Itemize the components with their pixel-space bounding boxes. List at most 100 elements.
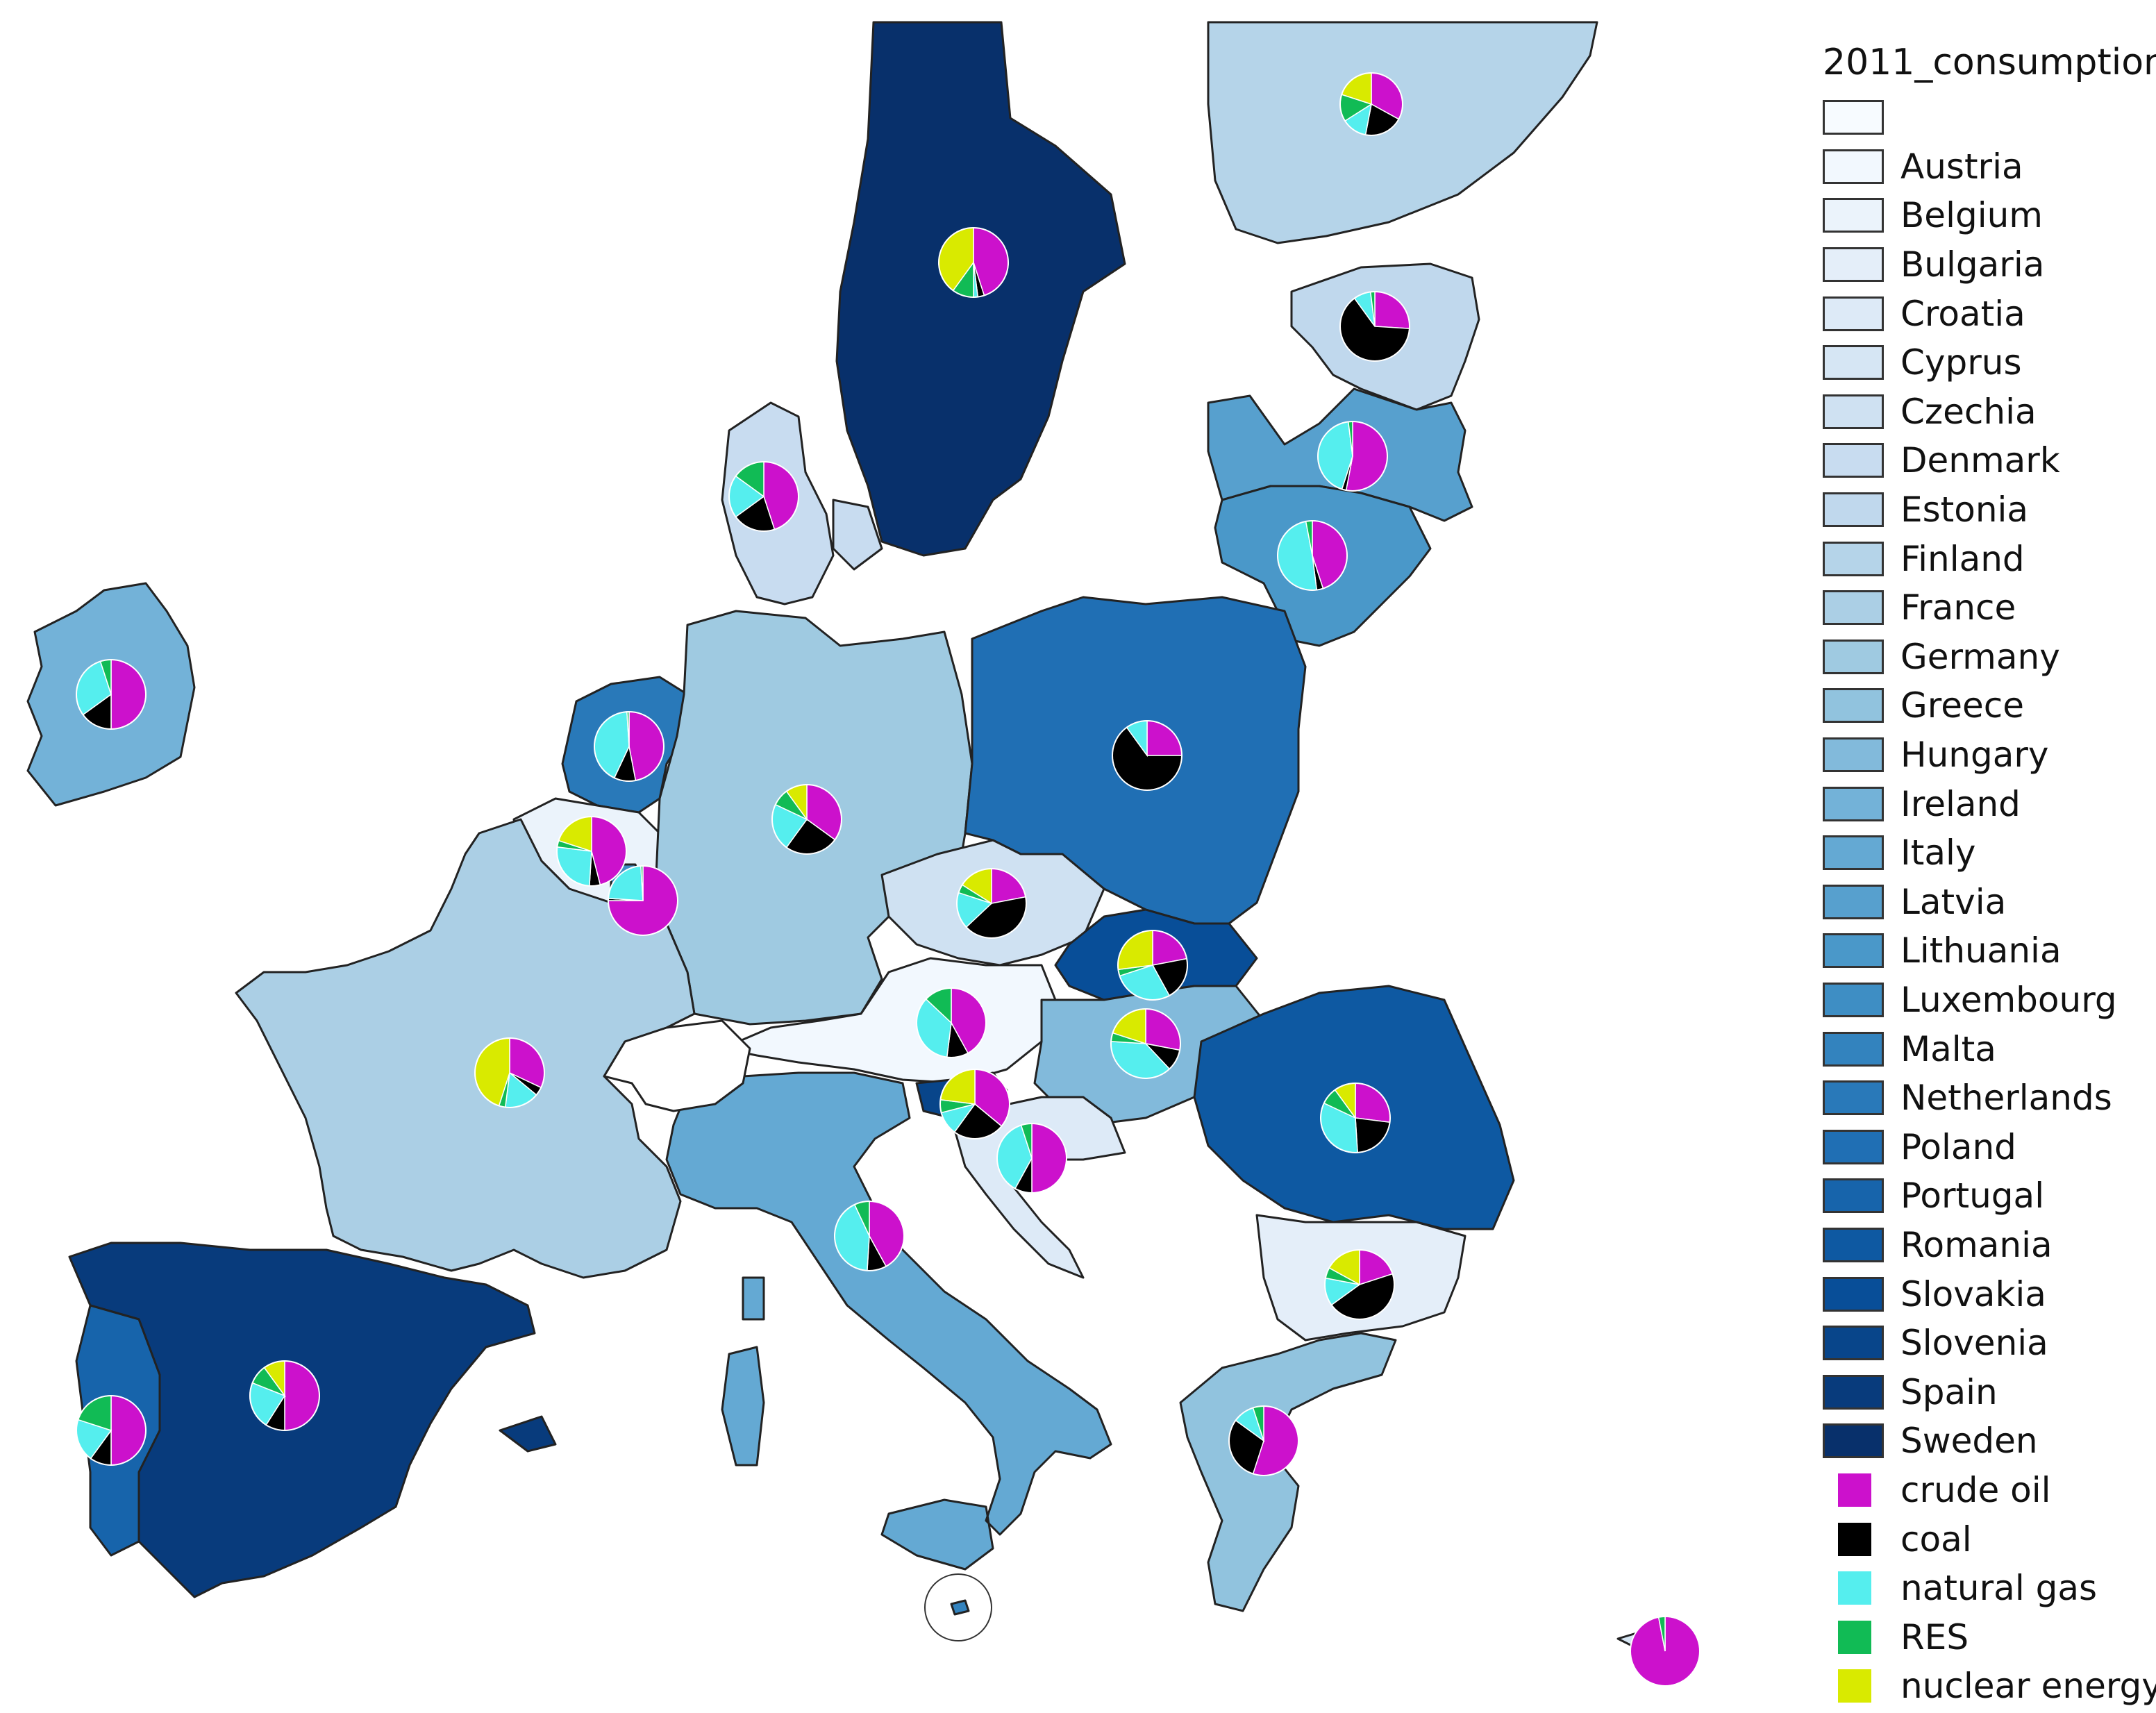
legend-class-item: Malta [1823, 1024, 2149, 1073]
pie-outline [608, 865, 678, 936]
legend-energy-item: coal [1823, 1514, 2149, 1564]
legend-class-label: Sweden [1900, 1421, 2038, 1462]
country-layer [26, 21, 1682, 1651]
legend-energy-swatch [1838, 1669, 1871, 1703]
pie-denmark [728, 461, 799, 532]
pie-outline [834, 1201, 905, 1271]
pie-outline [1630, 1616, 1700, 1687]
legend-energy-item: RES [1823, 1612, 2149, 1662]
pie-lithuania [1277, 520, 1348, 591]
legend-class-label: Bulgaria [1900, 244, 2045, 285]
legend-class-label: Czechia [1900, 391, 2037, 432]
legend-class-label: Greece [1900, 685, 2024, 726]
legend-class-label: Poland [1900, 1126, 2016, 1167]
pie-outline [1228, 1405, 1299, 1476]
pie-outline [1320, 1083, 1391, 1153]
legend-class-item: Austria [1823, 142, 2149, 192]
legend-class-swatch [1823, 982, 1884, 1017]
legend-class-swatch [1823, 688, 1884, 724]
legend-class-label: Denmark [1900, 440, 2060, 481]
pie-outline [956, 868, 1027, 939]
malta-outline-ring [924, 1573, 992, 1641]
pie-outline [939, 1069, 1010, 1139]
legend-class-label: Cyprus [1900, 342, 2022, 383]
legend-class-item: Sweden [1823, 1417, 2149, 1466]
legend-class-swatch [1823, 296, 1884, 331]
legend-class-item: Belgium [1823, 191, 2149, 240]
legend-energy-item: nuclear energy [1823, 1662, 2156, 1711]
legend-class-item: Slovenia [1823, 1319, 2149, 1368]
legend-class-label: Germany [1900, 636, 2060, 677]
legend-class-swatch [1823, 639, 1884, 674]
legend-class-item: Luxembourg [1823, 976, 2149, 1025]
legend-class-label: Hungary [1900, 735, 2049, 776]
pie-outline [996, 1123, 1067, 1194]
pie-romania [1320, 1083, 1391, 1153]
legend-class-label: Slovenia [1900, 1323, 2048, 1364]
pie-finland [1339, 72, 1403, 136]
legend-class-label: Luxembourg [1900, 979, 2117, 1020]
legend-class-swatch [1823, 933, 1884, 969]
pie-outline [249, 1360, 320, 1431]
pie-austria [916, 987, 987, 1058]
legend-energy-label: crude oil [1900, 1469, 2051, 1510]
country-switzerland [603, 1019, 751, 1112]
pie-outline [1339, 72, 1403, 136]
pie-croatia [996, 1123, 1067, 1194]
legend-class-swatch [1823, 1227, 1884, 1262]
legend-class-item: Italy [1823, 828, 2149, 878]
country-italy [665, 1071, 1112, 1571]
legend-class-label: Croatia [1900, 293, 2025, 334]
pie-luxembourg [608, 865, 678, 936]
pie-bulgaria [1324, 1249, 1395, 1320]
choropleth-map [26, 21, 1700, 1687]
legend-class-swatch [1823, 247, 1884, 283]
legend-class-label: Malta [1900, 1028, 1996, 1069]
legend-class-swatch [1823, 345, 1884, 381]
pie-outline [1317, 421, 1388, 492]
pie-hungary [1110, 1008, 1181, 1079]
legend-class-swatch [1823, 149, 1884, 184]
pie-outline [594, 711, 665, 782]
country-greece [1179, 1332, 1397, 1612]
legend-class-item: Hungary [1823, 730, 2149, 780]
legend-class-item: Spain [1823, 1367, 2149, 1417]
legend-class-label: Latvia [1900, 881, 2007, 922]
country-malta [950, 1599, 970, 1616]
pie-greece [1228, 1405, 1299, 1476]
legend-class-label: Netherlands [1900, 1078, 2112, 1119]
pie-slovakia [1117, 930, 1188, 1001]
legend-class-label: Romania [1900, 1224, 2053, 1265]
legend-class-label: Slovakia [1900, 1273, 2046, 1314]
legend-class-item: Slovakia [1823, 1269, 2149, 1319]
pie-outline [1277, 520, 1348, 591]
legend-class-item: France [1823, 583, 2149, 633]
legend-energy-item: crude oil [1823, 1466, 2149, 1515]
legend-title: 2011_consumption [1823, 42, 2156, 83]
pie-portugal [76, 1395, 147, 1466]
pie-outline [474, 1037, 545, 1108]
legend-class-swatch [1823, 737, 1884, 773]
legend-energy-swatch [1838, 1473, 1871, 1507]
pie-outline [938, 227, 1009, 298]
legend-class-item [1823, 93, 2149, 142]
legend-class-swatch [1823, 1031, 1884, 1067]
legend-class-item: Czechia [1823, 387, 2149, 437]
pie-spain [249, 1360, 320, 1431]
map-area [26, 21, 1700, 1687]
legend-energy: crude oil coal natural gas RES nuclear energ… [1823, 1466, 2156, 1711]
legend-class-swatch [1823, 541, 1884, 576]
legend-class-swatch [1823, 1129, 1884, 1164]
pie-italy [834, 1201, 905, 1271]
pie-estonia [1339, 291, 1410, 362]
legend-energy-item: natural gas [1823, 1564, 2149, 1613]
legend-energy-label: natural gas [1900, 1568, 2098, 1609]
legend-class-swatch [1823, 100, 1884, 135]
pie-outline [1339, 291, 1410, 362]
legend-class-item: Croatia [1823, 289, 2149, 338]
legend-class-label: France [1900, 587, 2016, 628]
legend-class-swatch [1823, 786, 1884, 821]
legend-class-item: Romania [1823, 1221, 2149, 1270]
pie-latvia [1317, 421, 1388, 492]
legend-class-item: Lithuania [1823, 926, 2149, 976]
